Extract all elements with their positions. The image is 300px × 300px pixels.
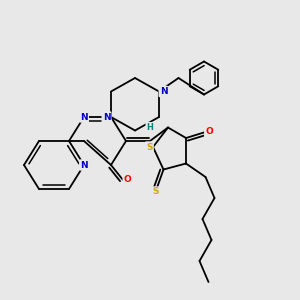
Text: N: N [80,112,88,122]
Text: O: O [205,128,213,136]
Text: S: S [146,142,153,152]
Text: N: N [103,112,110,122]
Text: N: N [80,160,88,169]
Text: N: N [160,87,167,96]
Text: H: H [147,123,153,132]
Text: S: S [153,188,159,196]
Text: O: O [124,176,131,184]
